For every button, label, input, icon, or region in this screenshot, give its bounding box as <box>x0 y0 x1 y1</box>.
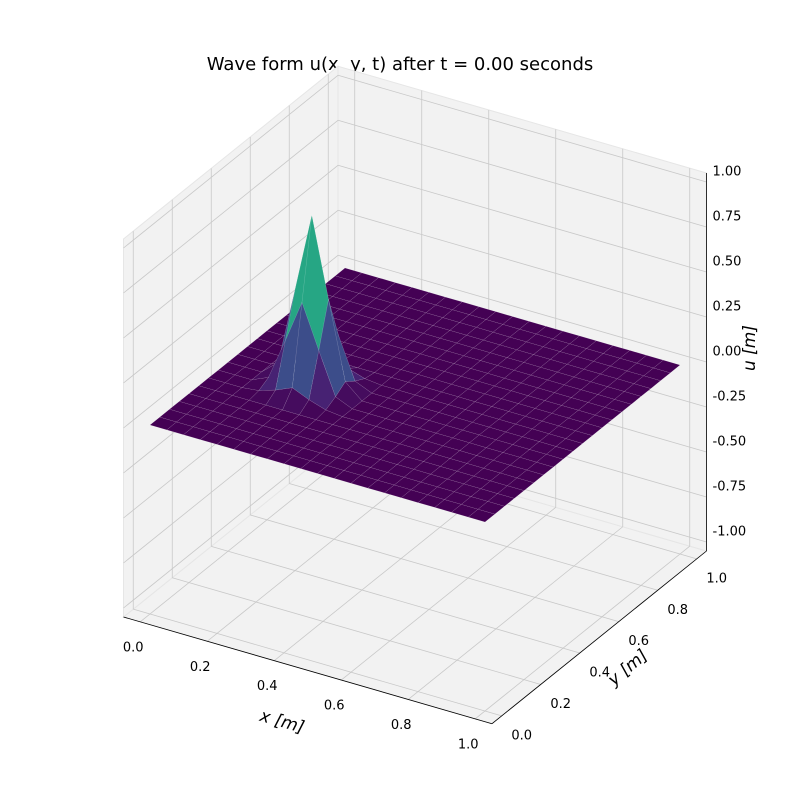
z-tick-label: 1.00 <box>713 165 742 180</box>
grid-line <box>133 608 502 717</box>
surface-face <box>623 383 652 397</box>
grid-line <box>250 514 619 623</box>
z-axis-label: u [m] <box>740 325 760 371</box>
surface-face <box>584 414 613 429</box>
grid-line <box>407 526 624 700</box>
x-tick-label: 0.8 <box>391 718 412 733</box>
grid-line <box>123 119 339 294</box>
surface-face <box>594 407 623 421</box>
grid-line <box>273 487 490 661</box>
y-tick-label: 0.4 <box>589 666 610 681</box>
z-tick-label: -0.75 <box>713 480 747 495</box>
x-tick-label: 0.2 <box>190 660 211 675</box>
surface-face <box>574 422 603 436</box>
axis-line <box>123 616 493 725</box>
y-tick-label: 1.0 <box>706 571 727 586</box>
grid-line <box>337 74 707 183</box>
surface-face <box>633 375 662 389</box>
grid-line <box>206 468 423 642</box>
grid-line <box>337 164 707 273</box>
y-tick-label: 0.6 <box>628 634 649 649</box>
y-tick-label: 0.0 <box>511 728 532 743</box>
grid-line <box>337 119 707 228</box>
z-tick-label: 0.00 <box>713 345 742 360</box>
x-axis-label: x [m] <box>257 706 307 738</box>
surface-face <box>555 438 584 452</box>
surface-face <box>652 359 681 374</box>
y-tick-label: 0.2 <box>550 697 571 712</box>
axis-line <box>491 550 707 725</box>
grid-line <box>289 483 658 591</box>
surface-face <box>496 485 525 499</box>
z-tick-label: 0.75 <box>713 210 742 225</box>
z-tick-label: -1.00 <box>713 525 747 540</box>
surface-face <box>516 469 545 484</box>
x-tick-label: 0.4 <box>257 679 278 694</box>
surface-face <box>565 430 593 444</box>
grid-line <box>340 507 557 681</box>
z-tick-label: 0.25 <box>713 300 742 315</box>
surface-face <box>535 454 564 468</box>
y-tick-label: 0.8 <box>667 603 688 618</box>
grid-line <box>337 254 707 363</box>
grid-line <box>139 448 356 623</box>
x-tick-label: 0.0 <box>123 640 144 655</box>
grid-line <box>123 164 339 339</box>
grid-line <box>337 209 707 318</box>
z-tick-label: -0.25 <box>713 390 747 405</box>
grid-line <box>172 577 541 685</box>
surface-face <box>604 399 632 413</box>
y-axis-label: y [m] <box>603 646 651 691</box>
surface-face <box>506 477 535 491</box>
z-tick-label: -0.50 <box>713 435 747 450</box>
grid-line <box>211 545 580 654</box>
chart-title: Wave form u(x, y, t) after t = 0.00 seco… <box>207 54 594 75</box>
surface-face <box>613 391 642 405</box>
grid-line <box>123 209 339 384</box>
x-tick-label: 0.6 <box>324 699 345 714</box>
z-tick-label: 0.50 <box>713 255 742 270</box>
grid-line <box>123 74 339 249</box>
x-tick-label: 1.0 <box>458 737 479 752</box>
surface-face <box>526 461 554 476</box>
surface-face <box>467 509 496 523</box>
grid-line <box>474 545 691 720</box>
